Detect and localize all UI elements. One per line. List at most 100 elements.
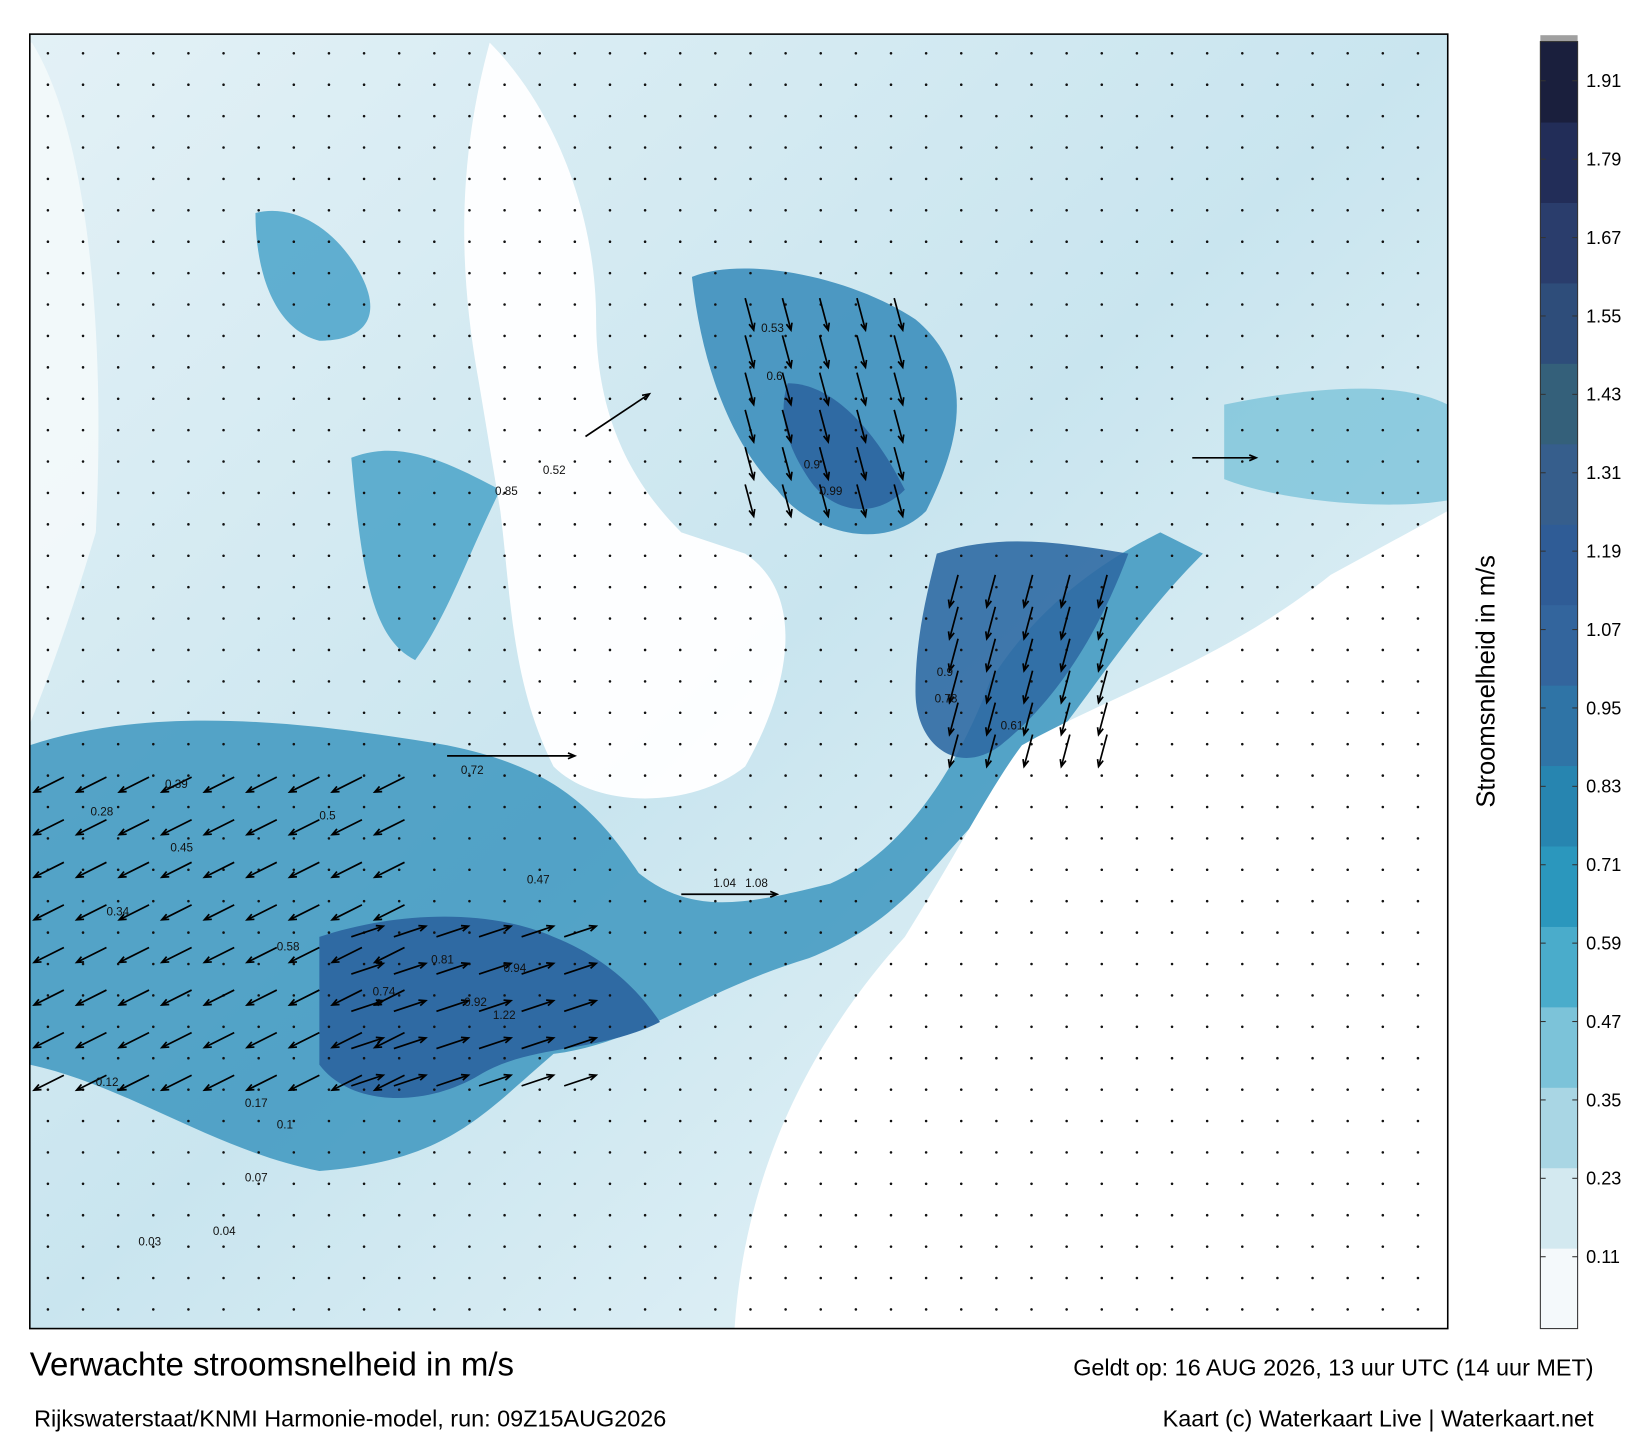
grid-dot	[1311, 397, 1314, 401]
grid-dot	[959, 1119, 963, 1123]
grid-dot	[924, 146, 928, 149]
grid-dot	[187, 334, 190, 338]
grid-dot	[819, 554, 823, 558]
grid-dot	[257, 837, 260, 840]
grid-dot	[1205, 742, 1209, 746]
grid-dot	[573, 177, 577, 181]
grid-dot	[889, 240, 893, 243]
grid-dot	[81, 1056, 85, 1060]
grid-dot	[1346, 774, 1349, 777]
grid-dot	[1311, 585, 1314, 589]
grid-dot	[1276, 334, 1279, 338]
grid-dot	[187, 962, 190, 966]
grid-dot	[327, 1056, 331, 1060]
grid-dot	[327, 271, 331, 275]
grid-dot	[397, 397, 401, 401]
colorbar-tick-label: 1.19	[1586, 542, 1621, 562]
grid-dot	[854, 271, 858, 275]
grid-dot	[1276, 1245, 1279, 1248]
grid-dot	[1241, 585, 1244, 589]
grid-dot	[433, 1276, 436, 1280]
grid-dot	[1135, 271, 1139, 275]
credit: Kaart (c) Waterkaart Live | Waterkaart.n…	[1163, 1406, 1594, 1432]
grid-dot	[854, 52, 858, 55]
grid-dot	[1135, 428, 1139, 432]
grid-dot	[257, 209, 260, 212]
grid-dot	[995, 1056, 998, 1060]
grid-dot	[819, 899, 823, 903]
current-arrow	[245, 989, 278, 1006]
grid-dot	[46, 962, 50, 966]
grid-dot	[1205, 271, 1209, 275]
colorbar-tick-label: 1.67	[1586, 228, 1621, 248]
current-arrow	[117, 904, 150, 921]
grid-dot	[222, 366, 225, 369]
grid-dot	[678, 837, 682, 840]
grid-dot	[1030, 271, 1033, 275]
grid-dot	[222, 1213, 225, 1217]
grid-dot	[995, 994, 998, 997]
grid-dot	[397, 1182, 401, 1186]
grid-dot	[46, 648, 50, 652]
grid-dot	[1311, 1213, 1314, 1217]
current-arrow	[521, 924, 556, 938]
grid-dot	[854, 397, 858, 401]
grid-dot	[503, 899, 506, 903]
grid-dot	[152, 83, 155, 86]
current-arrow	[159, 1074, 192, 1092]
grid-dot	[327, 523, 331, 526]
grid-dot	[1241, 1151, 1244, 1154]
grid-dot	[1205, 83, 1209, 86]
grid-dot	[1416, 240, 1420, 243]
grid-dot	[1346, 114, 1349, 118]
grid-dot	[924, 1056, 928, 1060]
current-arrow	[436, 1036, 471, 1050]
grid-dot	[116, 774, 120, 777]
grid-dot	[1065, 1245, 1068, 1248]
grid-dot	[152, 1088, 155, 1091]
grid-dot	[1381, 554, 1385, 558]
grid-dot	[116, 1056, 120, 1060]
grid-dot	[749, 209, 752, 212]
grid-dot	[222, 334, 225, 338]
grid-dot	[1276, 177, 1279, 181]
grid-dot	[643, 177, 647, 181]
grid-dot	[608, 428, 612, 432]
current-arrow	[202, 818, 235, 836]
grid-dot	[1135, 554, 1139, 558]
grid-dot	[573, 146, 577, 149]
grid-dot	[468, 177, 471, 181]
grid-dot	[222, 962, 225, 966]
speed-label: 0.39	[165, 778, 188, 791]
grid-dot	[573, 240, 577, 243]
grid-dot	[362, 1088, 366, 1091]
grid-dot	[362, 617, 366, 620]
grid-dot	[397, 83, 401, 86]
grid-dot	[46, 303, 50, 306]
grid-dot	[222, 491, 225, 495]
grid-dot	[749, 774, 752, 777]
grid-dot	[397, 1308, 401, 1311]
current-arrow	[856, 484, 868, 519]
grid-dot	[397, 366, 401, 369]
grid-dot	[327, 1025, 331, 1029]
grid-dot	[889, 146, 893, 149]
grid-dot	[116, 711, 120, 715]
grid-dot	[924, 240, 928, 243]
grid-dot	[1241, 617, 1244, 620]
grid-dot	[327, 931, 331, 934]
grid-dot	[678, 303, 682, 306]
grid-dot	[1416, 146, 1420, 149]
grid-dot	[257, 366, 260, 369]
grid-dot	[1170, 491, 1174, 495]
grid-dot	[116, 617, 120, 620]
grid-dot	[643, 1213, 647, 1217]
grid-dot	[1381, 617, 1385, 620]
grid-dot	[503, 1245, 506, 1248]
grid-dot	[1205, 1276, 1209, 1280]
grid-dot	[327, 397, 331, 401]
current-arrow	[117, 861, 150, 879]
grid-dot	[222, 146, 225, 149]
grid-dot	[678, 648, 682, 652]
grid-dot	[327, 1276, 331, 1280]
